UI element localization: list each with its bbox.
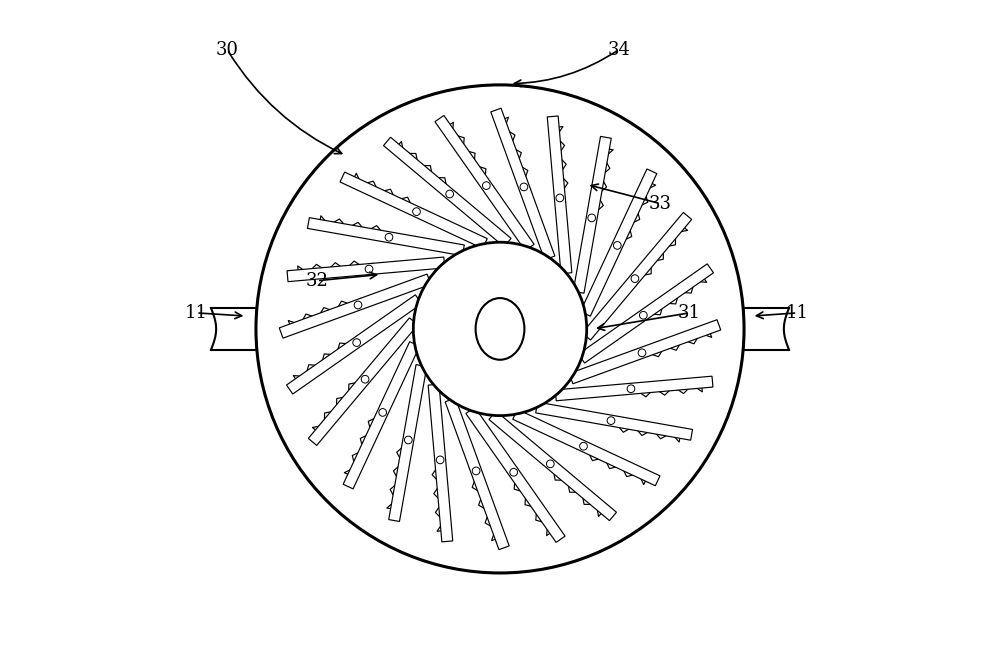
Text: 32: 32 xyxy=(306,272,328,290)
Circle shape xyxy=(413,243,587,415)
Polygon shape xyxy=(582,212,692,340)
Text: 34: 34 xyxy=(607,41,630,59)
Polygon shape xyxy=(513,410,660,486)
Polygon shape xyxy=(578,264,713,363)
Bar xyxy=(211,308,256,350)
Polygon shape xyxy=(466,407,565,542)
Polygon shape xyxy=(287,295,422,394)
Text: 30: 30 xyxy=(216,41,239,59)
Polygon shape xyxy=(384,137,511,247)
Polygon shape xyxy=(435,115,534,250)
Polygon shape xyxy=(569,320,721,384)
Polygon shape xyxy=(389,364,427,521)
Bar xyxy=(744,308,789,350)
Text: 11: 11 xyxy=(786,304,809,322)
Polygon shape xyxy=(580,169,657,316)
Polygon shape xyxy=(428,384,453,542)
Polygon shape xyxy=(536,402,693,440)
Polygon shape xyxy=(307,217,464,255)
Polygon shape xyxy=(308,318,418,446)
Ellipse shape xyxy=(476,298,524,360)
Polygon shape xyxy=(555,376,713,401)
Polygon shape xyxy=(489,411,616,521)
Polygon shape xyxy=(343,342,420,489)
Polygon shape xyxy=(279,274,431,338)
Text: 33: 33 xyxy=(649,195,672,213)
Polygon shape xyxy=(491,108,555,260)
Polygon shape xyxy=(445,398,509,550)
Text: 31: 31 xyxy=(678,304,701,322)
Polygon shape xyxy=(340,172,487,248)
Text: 11: 11 xyxy=(185,304,208,322)
Polygon shape xyxy=(287,257,445,282)
Polygon shape xyxy=(547,116,572,273)
Polygon shape xyxy=(573,136,611,293)
